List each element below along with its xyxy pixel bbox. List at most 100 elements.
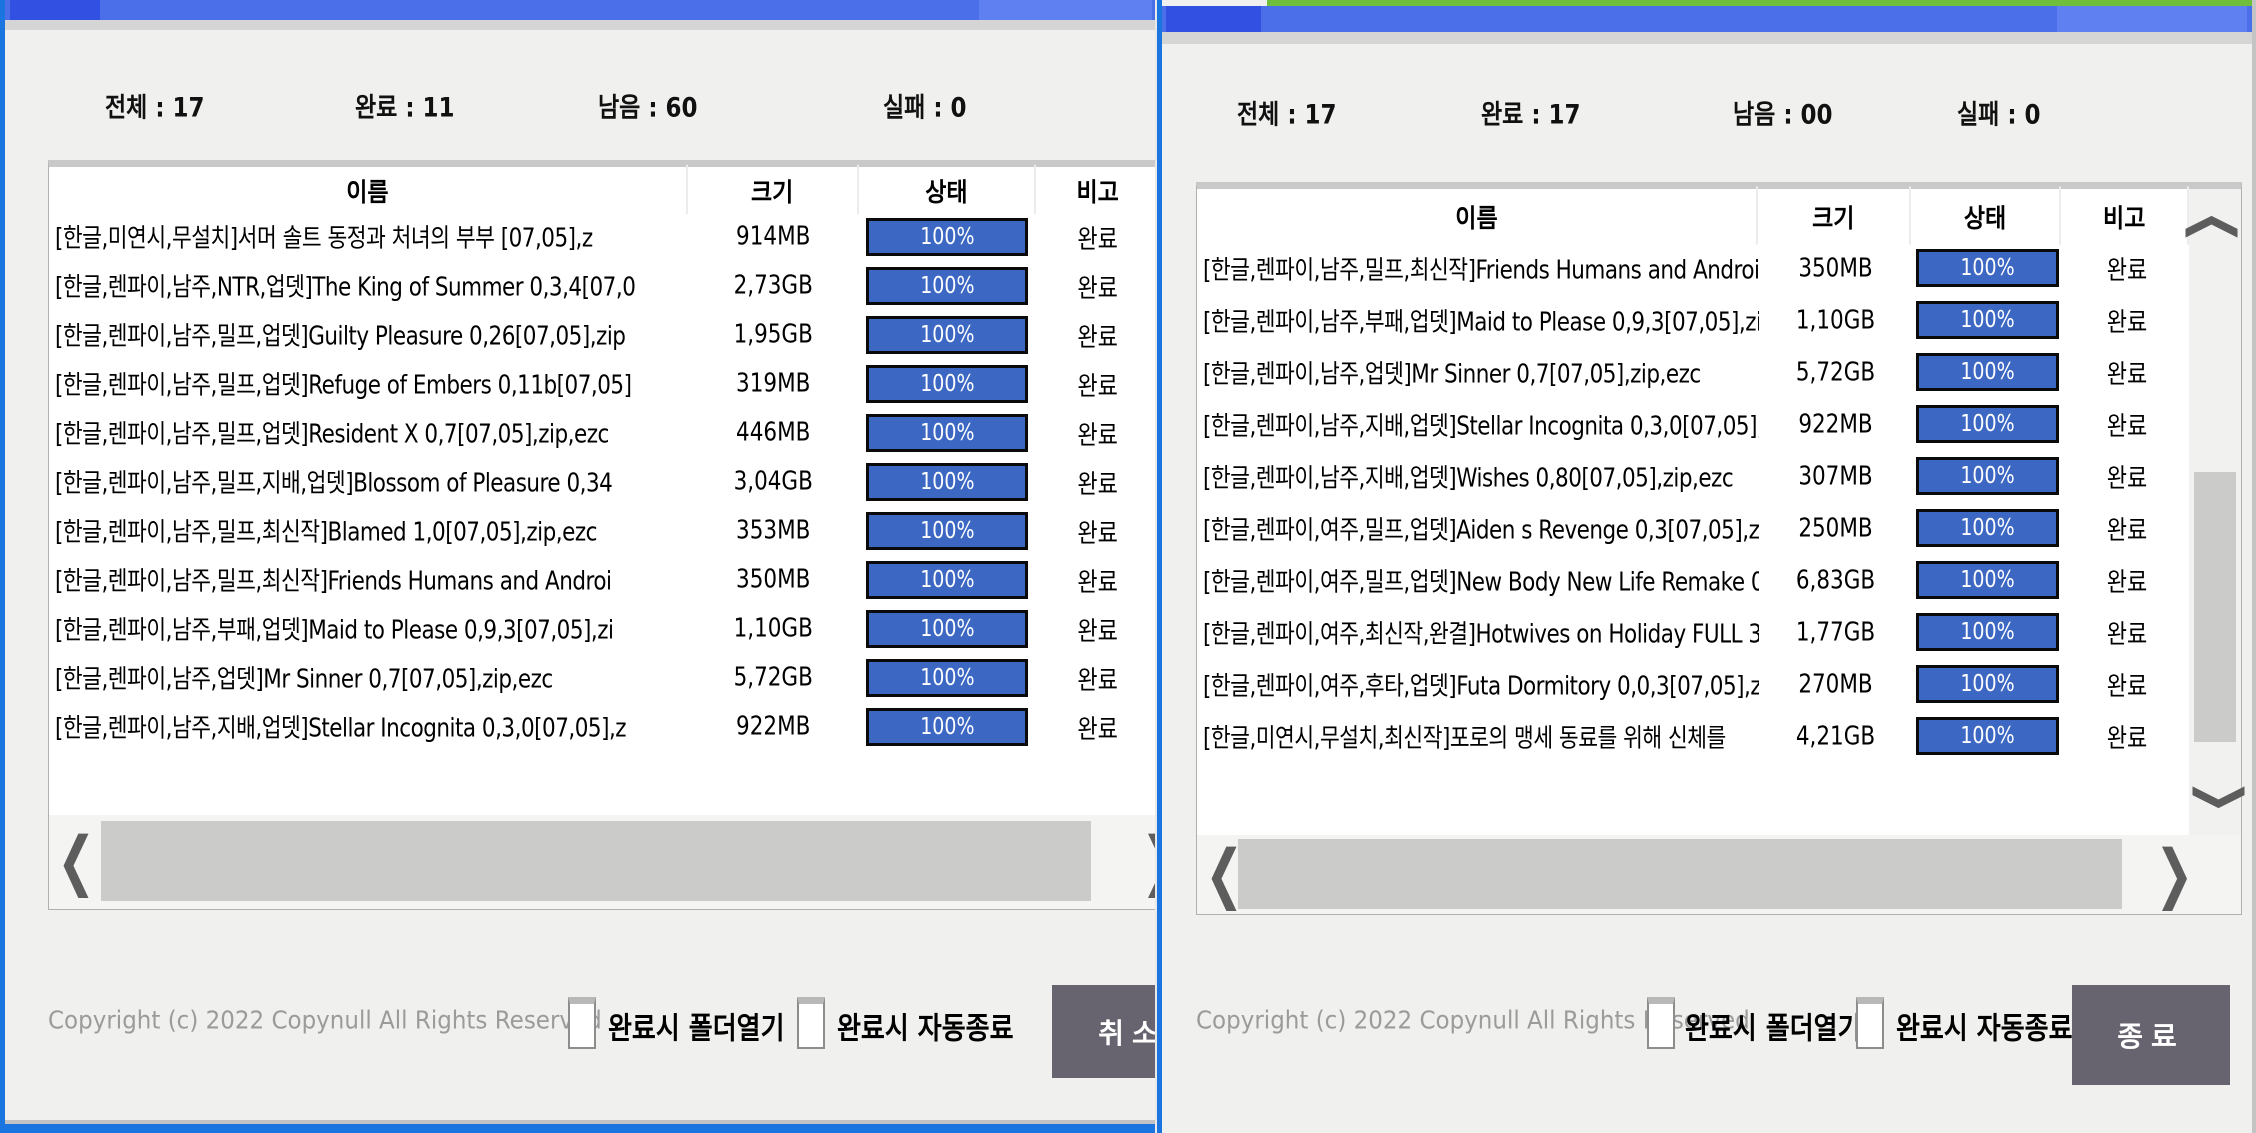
progress-bar: 100% — [866, 511, 1029, 550]
file-name: [한글,렌파이,남주,밀프,업뎃]Guilty Pleasure 0,26[07… — [55, 321, 626, 352]
file-name: [한글,렌파이,여주,밀프,업뎃]New Body New Life Remak… — [1203, 567, 1759, 598]
file-name: [한글,렌파이,남주,밀프,최신작]Friends Humans and And… — [55, 566, 612, 597]
table-row[interactable]: [한글,렌파이,남주,밀프,최신작]Blamed 1,0[07,05],zip,… — [49, 506, 1155, 555]
table-row[interactable]: [한글,렌파이,남주,밀프,업뎃]Refuge of Embers 0,11b[… — [49, 359, 1155, 408]
table-row[interactable]: [한글,미연시,무설치,최신작]포로의 맹세 동료를 위해 신체를 4,21GB 1… — [1197, 710, 2241, 762]
scrollbar-thumb[interactable] — [1238, 839, 2122, 909]
title-bar-icon-segment — [1166, 6, 1261, 32]
title-bar[interactable] — [5, 0, 1155, 20]
table-row[interactable]: [한글,렌파이,남주,업뎃]Mr Sinner 0,7[07,05],zip,e… — [49, 653, 1155, 702]
status-cell: 100% — [1912, 457, 2063, 495]
file-size: 307MB — [1798, 461, 1873, 491]
progress-bar: 100% — [1916, 561, 2059, 599]
scroll-right-icon[interactable]: ❯ — [2155, 834, 2194, 911]
table-row[interactable]: [한글,렌파이,여주,최신작,완결]Hotwives on Holiday FU… — [1197, 606, 2241, 658]
column-header-note[interactable]: 비고 — [1076, 178, 1119, 208]
table-row[interactable]: [한글,렌파이,남주,지배,업뎃]Stellar Incognita 0,3,0… — [1197, 398, 2241, 450]
progress-bar: 100% — [866, 266, 1029, 305]
auto-exit-checkbox[interactable] — [797, 997, 825, 1049]
scroll-down-icon[interactable]: ❮ — [2185, 780, 2245, 814]
table-row[interactable]: [한글,렌파이,남주,지배,업뎃]Wishes 0,80[07,05],zip,… — [1197, 450, 2241, 502]
progress-bar: 100% — [866, 364, 1029, 403]
status-note: 완료 — [1077, 273, 1118, 304]
exit-button[interactable]: 종료 — [2072, 985, 2230, 1085]
file-size: 5,72GB — [733, 662, 813, 693]
progress-bar: 100% — [1916, 509, 2059, 547]
progress-label: 100% — [920, 664, 975, 691]
auto-exit-checkbox[interactable] — [1856, 997, 1884, 1049]
progress-bar: 100% — [1916, 249, 2059, 287]
file-name: [한글,미연시,무설치,최신작]포로의 맹세 동료를 위해 신체를 — [1203, 723, 1726, 754]
download-table: 이름 크기 상태 비고 [한글,미연시,무설치]서머 솔트 동정과 처녀의 부부… — [48, 160, 1155, 910]
status-note: 완료 — [2106, 516, 2148, 546]
open-folder-checkbox[interactable] — [1647, 997, 1675, 1049]
progress-label: 100% — [1960, 670, 2015, 698]
open-folder-label: 완료시 폴더열기 — [608, 1012, 785, 1047]
stats-row: 전체 : 17 완료 : 11 남음 : 60 실패 : 0 — [5, 88, 1155, 128]
status-cell: 100% — [859, 707, 1037, 746]
progress-bar: 100% — [866, 462, 1029, 501]
title-bar[interactable] — [1162, 6, 2252, 32]
table-row[interactable]: [한글,렌파이,여주,후타,업뎃]Futa Dormitory 0,0,3[07… — [1197, 658, 2241, 710]
file-size: 353MB — [736, 515, 811, 546]
column-header-name[interactable]: 이름 — [1197, 186, 1758, 245]
table-row[interactable]: [한글,렌파이,남주,밀프,최신작]Friends Humans and And… — [1197, 242, 2241, 294]
table-row[interactable]: [한글,렌파이,남주,업뎃]Mr Sinner 0,7[07,05],zip,e… — [1197, 346, 2241, 398]
table-row[interactable]: [한글,렌파이,남주,NTR,업뎃]The King of Summer 0,3… — [49, 261, 1155, 310]
table-row[interactable]: [한글,렌파이,남주,부패,업뎃]Maid to Please 0,9,3[07… — [49, 604, 1155, 653]
file-name: [한글,렌파이,남주,지배,업뎃]Stellar Incognita 0,3,0… — [1203, 411, 1759, 442]
status-cell: 100% — [859, 609, 1037, 648]
title-bar-controls-segment[interactable] — [2057, 6, 2247, 32]
auto-exit-label: 완료시 자동종료 — [1896, 1012, 2073, 1047]
table-row[interactable]: [한글,렌파이,남주,지배,업뎃]Stellar Incognita 0,3,0… — [49, 702, 1155, 751]
status-note: 완료 — [2106, 412, 2148, 442]
table-row[interactable]: [한글,미연시,무설치]서머 솔트 동정과 처녀의 부부 [07,05],z 91… — [49, 212, 1155, 261]
status-cell: 100% — [1912, 613, 2063, 651]
file-size: 270MB — [1798, 669, 1873, 699]
scrollbar-thumb[interactable] — [2194, 472, 2236, 742]
progress-bar: 100% — [1916, 613, 2059, 651]
status-note: 완료 — [1077, 616, 1118, 647]
cancel-button[interactable]: 취소 — [1052, 985, 1155, 1078]
vertical-scrollbar[interactable]: ❮ ❮ — [2185, 189, 2245, 835]
status-cell: 100% — [1912, 249, 2063, 287]
file-name: [한글,렌파이,남주,업뎃]Mr Sinner 0,7[07,05],zip,e… — [1203, 359, 1701, 390]
open-folder-checkbox[interactable] — [568, 997, 596, 1049]
scrollbar-thumb[interactable] — [101, 821, 1091, 901]
scroll-left-icon[interactable]: ❮ — [1205, 834, 1244, 911]
status-note: 완료 — [2106, 568, 2148, 598]
table-row[interactable]: [한글,렌파이,남주,부패,업뎃]Maid to Please 0,9,3[07… — [1197, 294, 2241, 346]
column-header-name[interactable]: 이름 — [49, 164, 688, 215]
file-size: 319MB — [736, 368, 811, 399]
status-note: 완료 — [1077, 469, 1118, 500]
status-note: 완료 — [1077, 567, 1118, 598]
column-header-status[interactable]: 상태 — [1911, 186, 2062, 245]
stat-failed: 실패 : 0 — [883, 93, 967, 124]
horizontal-scrollbar[interactable]: ❮ ❯ — [1197, 835, 2241, 914]
scroll-right-icon[interactable]: ❯ — [1141, 828, 1155, 892]
file-name: [한글,렌파이,남주,부패,업뎃]Maid to Please 0,9,3[07… — [1203, 307, 1759, 338]
status-cell: 100% — [1912, 561, 2063, 599]
table-row[interactable]: [한글,렌파이,여주,밀프,업뎃]Aiden s Revenge 0,3[07,… — [1197, 502, 2241, 554]
progress-bar: 100% — [1916, 353, 2059, 391]
file-name: [한글,렌파이,남주,지배,업뎃]Wishes 0,80[07,05],zip,… — [1203, 463, 1734, 494]
status-note: 완료 — [1077, 420, 1118, 451]
column-header-status[interactable]: 상태 — [859, 164, 1037, 215]
table-header: 이름 크기 상태 비고 — [49, 164, 1155, 215]
status-cell: 100% — [859, 364, 1037, 403]
column-header-size[interactable]: 크기 — [1758, 186, 1911, 245]
horizontal-scrollbar[interactable]: ❮ ❯ — [49, 815, 1155, 909]
status-note: 완료 — [1077, 322, 1118, 353]
table-rows: [한글,미연시,무설치]서머 솔트 동정과 처녀의 부부 [07,05],z 91… — [49, 212, 1155, 751]
table-row[interactable]: [한글,렌파이,남주,밀프,최신작]Friends Humans and And… — [49, 555, 1155, 604]
status-cell: 100% — [859, 413, 1037, 452]
table-row[interactable]: [한글,렌파이,남주,밀프,업뎃]Guilty Pleasure 0,26[07… — [49, 310, 1155, 359]
column-header-size[interactable]: 크기 — [688, 164, 859, 215]
scroll-left-icon[interactable]: ❮ — [57, 822, 96, 898]
column-header-note[interactable]: 비고 — [2061, 186, 2190, 245]
table-row[interactable]: [한글,렌파이,여주,밀프,업뎃]New Body New Life Remak… — [1197, 554, 2241, 606]
scroll-up-icon[interactable]: ❮ — [2185, 210, 2245, 244]
table-row[interactable]: [한글,렌파이,남주,밀프,지배,업뎃]Blossom of Pleasure … — [49, 457, 1155, 506]
table-row[interactable]: [한글,렌파이,남주,밀프,업뎃]Resident X 0,7[07,05],z… — [49, 408, 1155, 457]
title-bar-controls-segment[interactable] — [979, 0, 1152, 20]
